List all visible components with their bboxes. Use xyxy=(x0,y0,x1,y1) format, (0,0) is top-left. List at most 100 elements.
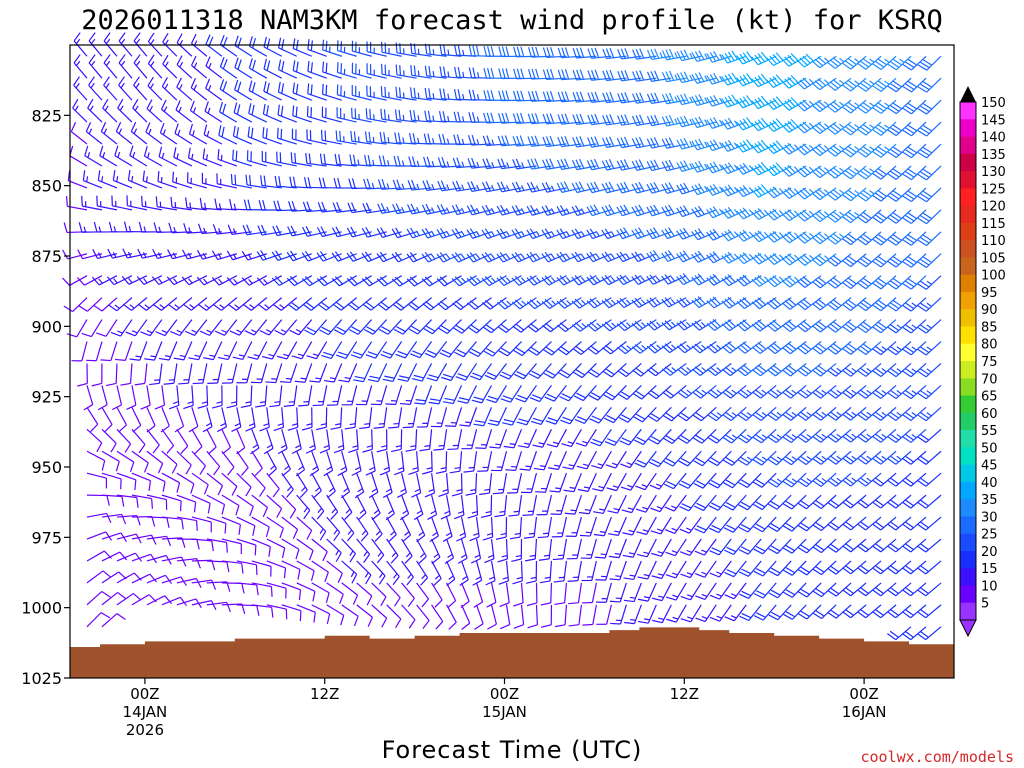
wind-barb xyxy=(221,472,238,496)
wind-barb xyxy=(86,550,112,562)
wind-barb xyxy=(842,253,867,268)
x-tick-date: 15JAN xyxy=(482,703,527,721)
wind-barb xyxy=(512,560,523,585)
wind-barb xyxy=(465,473,478,496)
wind-barb xyxy=(661,249,687,262)
wind-barb xyxy=(291,128,312,145)
wind-barb xyxy=(454,495,465,520)
wind-barb xyxy=(736,162,762,175)
wind-barb xyxy=(87,98,103,123)
wind-barb xyxy=(266,560,287,579)
wind-barb xyxy=(887,165,912,180)
colorbar-label: 90 xyxy=(981,303,998,318)
wind-barb xyxy=(557,91,582,103)
wind-barb xyxy=(606,472,627,492)
wind-barb xyxy=(421,252,447,263)
wind-barb xyxy=(561,428,582,448)
wind-barb xyxy=(509,517,523,540)
wind-barb xyxy=(917,143,942,159)
wind-barb xyxy=(497,538,508,563)
wind-barb xyxy=(474,604,484,630)
wind-barb xyxy=(182,297,208,311)
wind-barb xyxy=(170,319,193,337)
wind-barb xyxy=(377,297,403,311)
wind-barb xyxy=(455,363,478,381)
wind-barb xyxy=(766,74,792,88)
wind-barb xyxy=(281,516,299,540)
wind-barb xyxy=(572,136,597,148)
wind-barb xyxy=(107,248,133,259)
wind-barb xyxy=(362,202,387,214)
wind-barb xyxy=(442,385,463,405)
wind-barb xyxy=(637,582,657,602)
wind-barb xyxy=(241,275,268,286)
wind-barb xyxy=(395,64,417,79)
wind-barb xyxy=(496,275,522,287)
wind-barb xyxy=(693,450,717,467)
wind-barb xyxy=(483,112,507,124)
wind-barb xyxy=(452,180,477,192)
wind-barb xyxy=(721,72,747,86)
wind-barb xyxy=(232,149,252,167)
colorbar-label: 100 xyxy=(981,269,1006,284)
wind-barb xyxy=(610,604,627,625)
wind-barb xyxy=(724,538,747,556)
wind-barb xyxy=(116,428,132,453)
wind-barb xyxy=(106,275,133,286)
wind-barb xyxy=(646,137,672,149)
colorbar-swatch xyxy=(960,447,976,466)
wind-barb xyxy=(812,472,837,487)
wind-barb xyxy=(278,37,297,57)
wind-barb xyxy=(482,517,494,541)
wind-barb xyxy=(184,319,208,336)
wind-barb xyxy=(646,319,672,331)
wind-barb xyxy=(842,187,867,202)
wind-barb xyxy=(408,319,433,335)
wind-barb xyxy=(917,472,942,487)
wind-barb xyxy=(221,363,238,384)
y-tick-label: 900 xyxy=(31,317,62,336)
wind-barb xyxy=(632,92,657,104)
wind-barb xyxy=(842,363,867,377)
wind-barb xyxy=(902,450,927,465)
wind-barb xyxy=(512,135,537,147)
wind-barb xyxy=(526,181,552,193)
wind-barb xyxy=(259,319,283,336)
wind-barb xyxy=(887,55,912,71)
wind-barb xyxy=(351,107,372,123)
wind-barb xyxy=(857,560,882,575)
wind-barb xyxy=(459,560,469,587)
wind-barb xyxy=(265,363,283,384)
wind-barb xyxy=(527,341,552,356)
wind-barb xyxy=(134,363,148,386)
wind-barb xyxy=(292,60,312,79)
wind-barb xyxy=(902,363,927,378)
wind-barb xyxy=(296,494,311,520)
wind-barb xyxy=(247,341,268,360)
wind-barb xyxy=(857,472,882,487)
wind-barb xyxy=(722,428,747,444)
wind-barb xyxy=(166,275,193,286)
colorbar-label: 25 xyxy=(981,528,998,543)
wind-barb xyxy=(567,560,583,582)
wind-barb xyxy=(348,429,359,454)
wind-barb xyxy=(110,319,133,337)
y-tick-label: 950 xyxy=(31,458,62,477)
wind-barb xyxy=(812,560,837,576)
wind-barb xyxy=(182,249,208,260)
wind-barb xyxy=(622,538,642,558)
wind-barb xyxy=(580,538,597,559)
wind-barb xyxy=(147,54,163,79)
wind-barb xyxy=(527,135,552,147)
colorbar-label: 120 xyxy=(981,200,1006,215)
wind-barb xyxy=(694,516,717,534)
wind-barb xyxy=(132,98,148,123)
wind-barb xyxy=(380,108,402,123)
wind-barb xyxy=(378,319,403,335)
wind-barb xyxy=(633,406,657,423)
wind-barb xyxy=(386,604,402,629)
wind-barb xyxy=(812,406,837,421)
wind-barb xyxy=(812,516,837,532)
wind-barb xyxy=(301,407,313,431)
wind-barb xyxy=(724,582,747,600)
